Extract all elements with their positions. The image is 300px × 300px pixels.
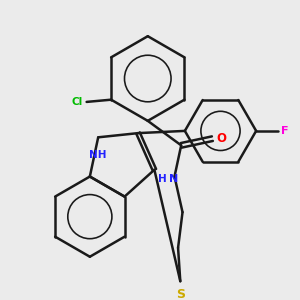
Text: H: H [158,174,167,184]
Text: F: F [281,126,289,136]
Text: Cl: Cl [72,97,83,107]
Text: NH: NH [89,150,107,160]
Text: S: S [176,288,185,300]
Text: O: O [216,132,226,145]
Text: N: N [169,174,178,184]
